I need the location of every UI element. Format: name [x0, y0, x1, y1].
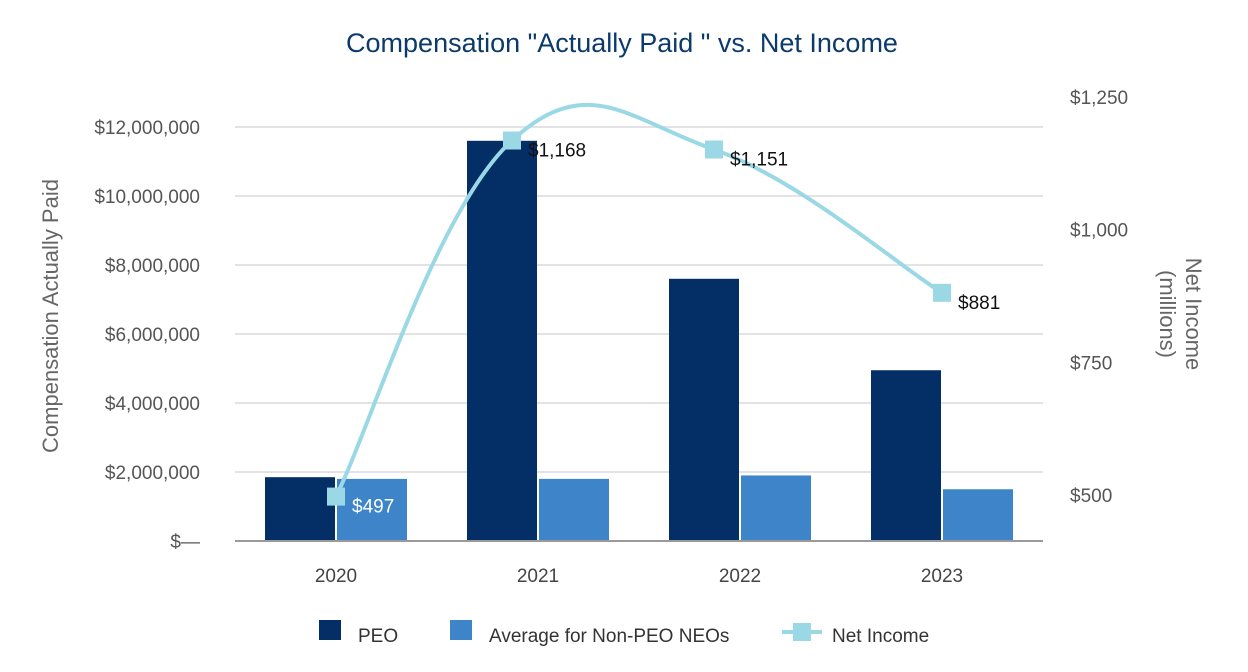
bar-peo: [265, 477, 335, 541]
legend-label-peo: PEO: [358, 626, 398, 647]
net-income-line: [334, 102, 944, 498]
y-tick-label: $4,000,000: [105, 394, 200, 415]
legend-label-non-peo: Average for Non-PEO NEOs: [489, 626, 729, 647]
y-tick-label: $2,000,000: [105, 463, 200, 484]
y-tick-label: $—: [170, 532, 200, 553]
x-tick-label: 2023: [921, 566, 963, 587]
left-axis-label: Compensation Actually Paid: [38, 179, 63, 453]
legend-label-net-income: Net Income: [832, 626, 929, 647]
legend-swatch-non-peo: [450, 620, 472, 640]
y-tick-label: $10,000,000: [94, 187, 200, 208]
bars: [265, 140, 1013, 542]
net-income-data-label: $1,151: [730, 150, 788, 171]
x-axis-ticks: 2020 2021 2022 2023: [315, 566, 963, 587]
x-tick-label: 2021: [517, 566, 559, 587]
legend-marker-net-income: [793, 623, 811, 641]
net-income-line-layer: [327, 102, 951, 506]
bar-peo: [871, 370, 941, 541]
bar-peo: [669, 278, 739, 541]
net-income-marker: [933, 283, 951, 302]
net-income-marker: [327, 487, 345, 506]
y-tick-label: $12,000,000: [94, 118, 200, 139]
y2-tick-label: $500: [1070, 486, 1112, 507]
x-tick-label: 2022: [719, 566, 761, 587]
legend-swatch-peo: [319, 620, 341, 640]
bar-non-peo: [943, 489, 1013, 541]
bar-non-peo: [539, 478, 609, 541]
bar-non-peo: [741, 475, 811, 541]
y-tick-label: $8,000,000: [105, 256, 200, 277]
right-axis-label-line1: Net Income: [1181, 258, 1206, 371]
bar-non-peo: [337, 478, 407, 541]
y2-tick-label: $1,000: [1070, 221, 1128, 242]
y-tick-label: $6,000,000: [105, 325, 200, 346]
y2-tick-label: $750: [1070, 353, 1112, 374]
net-income-data-label: $497: [352, 497, 394, 518]
right-axis-ticks: $500 $750 $1,000 $1,250: [1070, 88, 1128, 507]
net-income-marker: [705, 140, 723, 159]
data-labels: $497 $1,168 $1,151 $881: [352, 141, 1000, 518]
net-income-marker: [503, 131, 521, 150]
bar-peo: [467, 140, 537, 542]
right-axis-label-line2: (millions): [1155, 270, 1180, 358]
y2-tick-label: $1,250: [1070, 88, 1128, 109]
chart-title: Compensation "Actually Paid " vs. Net In…: [346, 28, 898, 58]
left-axis-ticks: $— $2,000,000 $4,000,000 $6,000,000 $8,000,0…: [94, 118, 200, 553]
net-income-data-label: $881: [958, 293, 1000, 314]
x-tick-label: 2020: [315, 566, 357, 587]
net-income-data-label: $1,168: [528, 141, 586, 162]
legend: PEO Average for Non-PEO NEOs Net Income: [319, 620, 929, 647]
